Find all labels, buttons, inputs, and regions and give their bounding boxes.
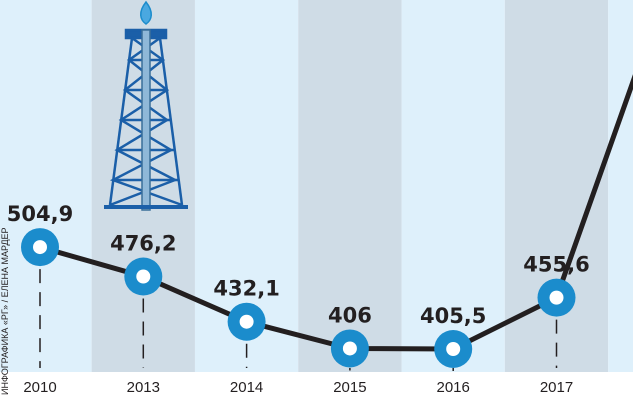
point-center [549, 290, 564, 305]
value-label: 455,6 [523, 253, 589, 277]
point-center [239, 314, 254, 329]
x-tick-label: 2016 [437, 379, 470, 396]
bands [0, 0, 633, 372]
value-label: 476,2 [110, 232, 176, 256]
band [0, 0, 92, 372]
value-label: 504,9 [7, 202, 73, 226]
point-center [33, 240, 47, 255]
x-tick-label: 2015 [333, 379, 366, 396]
credit: ИНФОГРАФИКА «РГ» / ЕЛЕНА МАРДЕР [0, 227, 10, 395]
point-center [136, 269, 151, 284]
plot: 2010 2013 2014 2015 2016 2017 504,9 476,2 432,1 4… [7, 74, 633, 396]
band [608, 0, 633, 372]
x-tick-label: 2013 [127, 379, 160, 396]
value-label: 406 [328, 303, 372, 327]
x-tick-label: 2014 [230, 379, 263, 396]
derrick-icon [104, 0, 188, 211]
point-center [446, 342, 461, 356]
value-label: 405,5 [420, 304, 486, 328]
value-label: 432,1 [213, 277, 279, 301]
band [298, 0, 402, 372]
x-tick-label: 2017 [540, 379, 573, 396]
band [401, 0, 505, 372]
point-center [342, 341, 357, 356]
x-tick-label: 2010 [23, 379, 56, 396]
